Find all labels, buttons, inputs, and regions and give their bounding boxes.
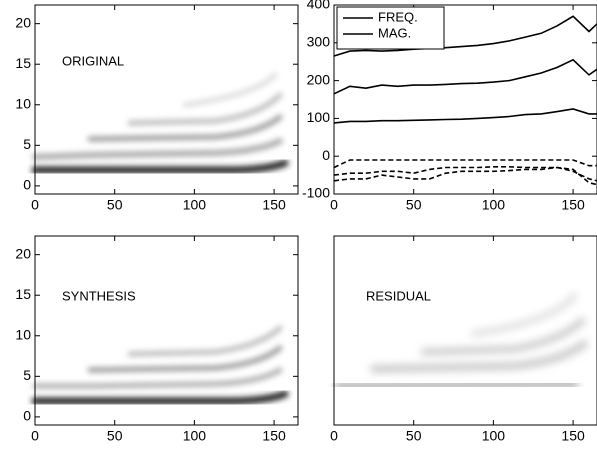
y-tick-label: 0 bbox=[23, 408, 31, 424]
y-tick-label: 100 bbox=[307, 109, 331, 125]
line-series bbox=[333, 159, 597, 169]
x-tick-label: 150 bbox=[561, 428, 585, 444]
y-tick-label: 10 bbox=[15, 95, 31, 111]
legend-label: MAG. bbox=[378, 25, 411, 40]
panel-label: SYNTHESIS bbox=[62, 288, 136, 303]
legend-label: FREQ. bbox=[378, 9, 418, 24]
x-tick-label: 100 bbox=[482, 428, 506, 444]
x-tick-label: 100 bbox=[183, 428, 207, 444]
x-tick-label: 0 bbox=[330, 428, 338, 444]
y-tick-label: 10 bbox=[15, 326, 31, 342]
x-tick-label: 150 bbox=[262, 197, 286, 213]
y-tick-label: 400 bbox=[307, 0, 331, 12]
y-tick-label: 0 bbox=[322, 147, 330, 163]
panel-label: ORIGINAL bbox=[62, 53, 124, 68]
x-tick-label: 0 bbox=[31, 428, 39, 444]
plot-frame bbox=[34, 4, 299, 195]
line-series bbox=[333, 108, 597, 124]
line-series bbox=[333, 166, 597, 186]
x-tick-label: 50 bbox=[406, 428, 422, 444]
y-tick-label: 5 bbox=[23, 367, 31, 383]
x-tick-label: 100 bbox=[482, 197, 506, 213]
y-tick-label: 0 bbox=[23, 177, 31, 193]
y-tick-label: 20 bbox=[15, 14, 31, 30]
y-tick-label: -100 bbox=[302, 185, 330, 201]
x-tick-label: 150 bbox=[262, 428, 286, 444]
y-tick-label: 15 bbox=[15, 286, 31, 302]
spectrogram-image bbox=[31, 72, 289, 174]
panel-label: RESIDUAL bbox=[366, 288, 431, 303]
x-tick-label: 150 bbox=[561, 197, 585, 213]
x-tick-label: 0 bbox=[31, 197, 39, 213]
y-tick-label: 200 bbox=[307, 71, 331, 87]
line-series bbox=[333, 58, 597, 95]
line-series bbox=[333, 166, 597, 182]
x-tick-label: 100 bbox=[183, 197, 207, 213]
plot-frame bbox=[333, 235, 597, 426]
y-tick-label: 15 bbox=[15, 55, 31, 71]
line-series bbox=[333, 15, 597, 57]
x-tick-label: 0 bbox=[330, 197, 338, 213]
x-tick-label: 50 bbox=[107, 428, 123, 444]
y-tick-label: 20 bbox=[15, 245, 31, 261]
plot-frame bbox=[333, 4, 597, 195]
plot-frame bbox=[34, 235, 299, 426]
y-tick-label: 5 bbox=[23, 136, 31, 152]
x-tick-label: 50 bbox=[406, 197, 422, 213]
spectrogram-image bbox=[331, 292, 597, 414]
legend-box bbox=[336, 6, 445, 50]
spectrogram-image bbox=[31, 325, 289, 405]
y-tick-label: 300 bbox=[307, 34, 331, 50]
x-tick-label: 50 bbox=[107, 197, 123, 213]
